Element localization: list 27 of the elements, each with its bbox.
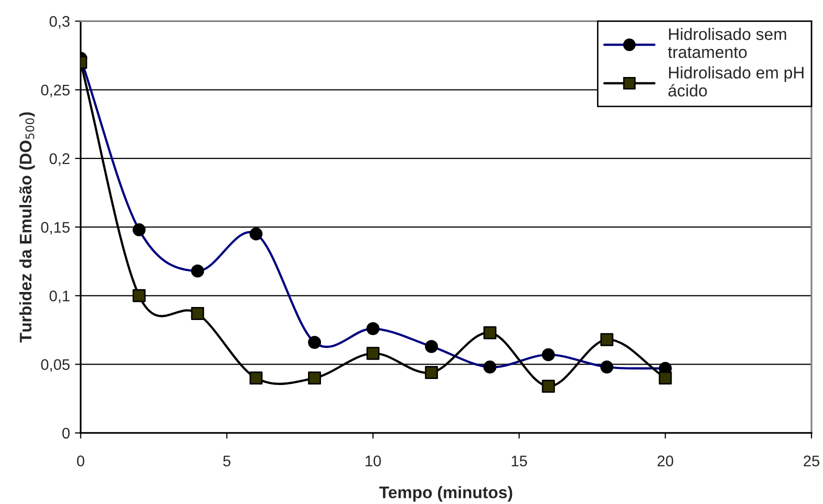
point <box>366 346 380 360</box>
x-tick-label: 5 <box>223 456 230 466</box>
point <box>542 380 555 393</box>
point <box>191 307 204 320</box>
point <box>308 372 322 385</box>
y-tick-label: 0,05 <box>41 359 70 372</box>
x-tick-label: 0 <box>77 456 84 466</box>
x-tick-label: 25 <box>804 456 820 466</box>
legend-label: Hidrolisado em pH ácido <box>668 66 804 97</box>
x-tick-label: 20 <box>658 456 674 466</box>
x-tick-label: 10 <box>366 456 381 466</box>
point <box>483 326 496 340</box>
x-tick-label: 15 <box>512 456 528 466</box>
y-tick-label: 0,3 <box>50 16 70 29</box>
y-axis-title: Turbidez da Emulsão (DO$_{500}$) <box>19 112 35 343</box>
point <box>250 372 263 385</box>
legend-label: Hidrolisado sem tratamento <box>668 28 786 58</box>
point <box>424 366 438 380</box>
point <box>600 333 614 346</box>
y-tick-label: 0,2 <box>50 153 70 166</box>
point <box>132 289 146 302</box>
y-tick-label: 0,1 <box>50 290 70 304</box>
y-tick-label: 0 <box>62 428 70 439</box>
point <box>658 372 672 385</box>
y-tick-label: 0,25 <box>41 84 70 98</box>
x-axis-title: Tempo (minutos) <box>379 486 512 502</box>
y-tick-label: 0,15 <box>41 222 70 235</box>
